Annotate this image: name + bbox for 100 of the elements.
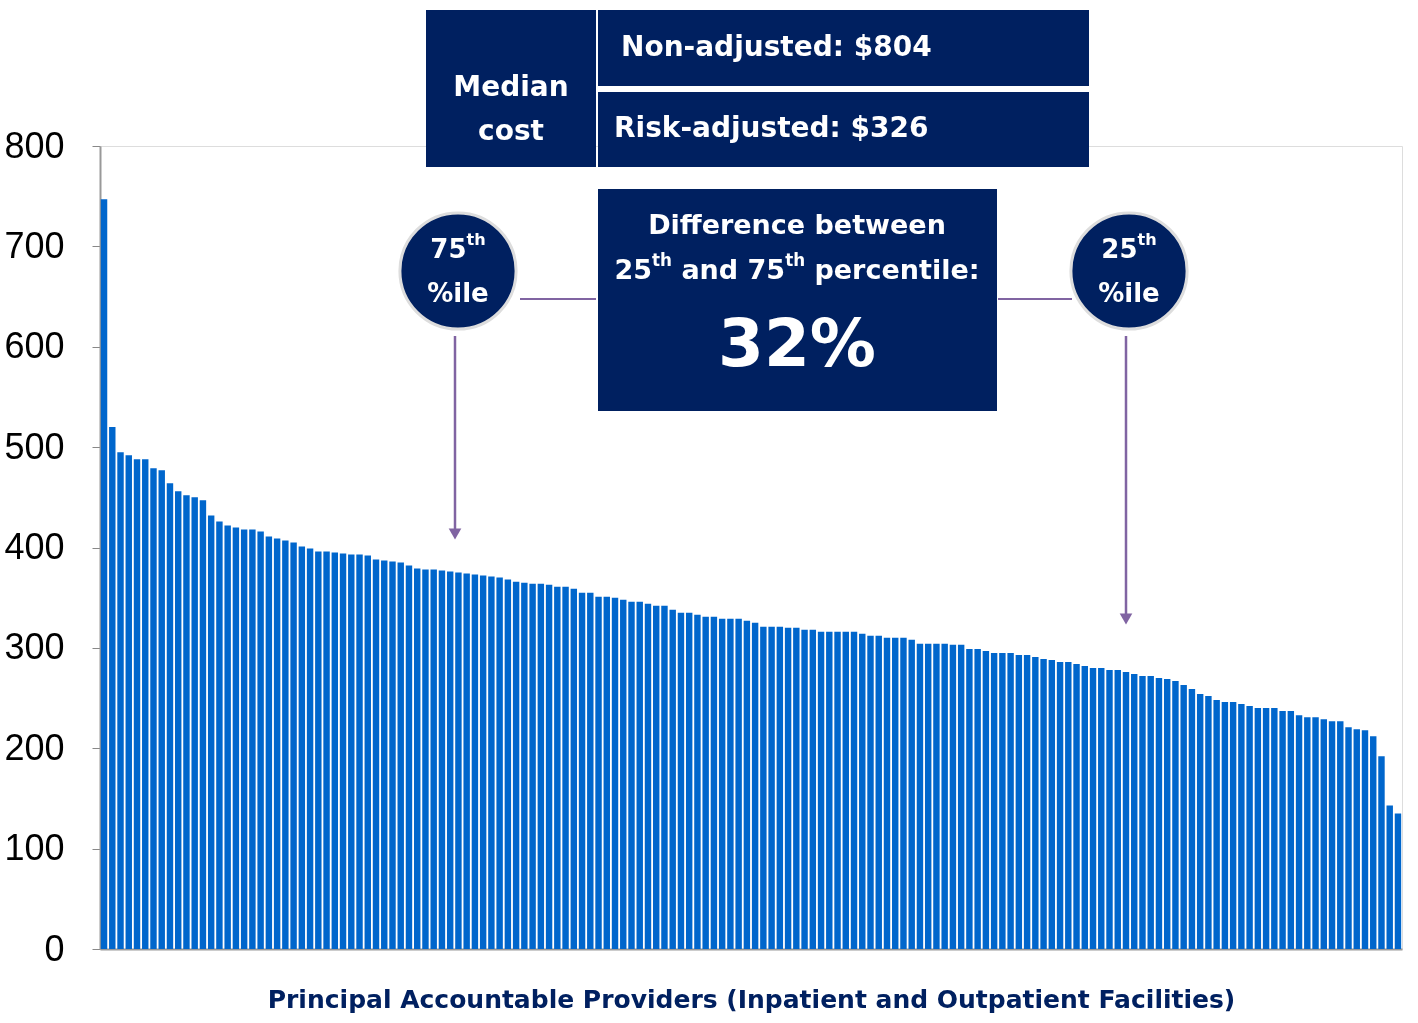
bar xyxy=(570,588,578,949)
bar xyxy=(1163,678,1171,949)
bar xyxy=(1229,702,1237,949)
bar xyxy=(100,199,108,949)
text: Non-adjusted: $804 xyxy=(621,30,932,63)
y-tick-label: 700 xyxy=(4,224,65,266)
bar xyxy=(718,618,726,949)
bar xyxy=(109,427,116,949)
bar xyxy=(512,581,520,949)
bar xyxy=(414,568,421,949)
bar xyxy=(1295,715,1303,949)
bar xyxy=(207,515,215,949)
bar xyxy=(949,644,957,949)
bar xyxy=(710,616,718,949)
bar xyxy=(1015,654,1023,949)
bar xyxy=(199,500,207,949)
bar xyxy=(405,565,413,949)
bar xyxy=(1089,667,1097,949)
bar xyxy=(232,527,240,949)
bar xyxy=(471,574,479,949)
bar xyxy=(743,620,751,949)
bar xyxy=(1370,736,1377,949)
bar xyxy=(784,627,792,949)
bar xyxy=(1081,665,1088,949)
bar xyxy=(372,559,380,949)
bar xyxy=(892,637,899,949)
bar xyxy=(677,612,685,949)
bar xyxy=(133,459,141,949)
bar xyxy=(438,570,446,949)
bar xyxy=(339,553,347,949)
bar xyxy=(809,629,817,949)
bar xyxy=(1122,671,1130,949)
bar xyxy=(644,603,652,949)
bar xyxy=(1361,730,1369,949)
bar xyxy=(1394,813,1402,949)
x-axis-title: Principal Accountable Providers (Inpatient and Outpatient Facilities) xyxy=(267,984,1236,1014)
bar xyxy=(1106,669,1113,949)
bar xyxy=(1353,729,1360,949)
bar xyxy=(636,601,643,949)
bar xyxy=(1114,669,1121,949)
bar xyxy=(1139,675,1146,949)
bar xyxy=(306,548,314,949)
bar xyxy=(1254,708,1262,949)
bar xyxy=(1131,673,1138,949)
bar xyxy=(273,538,281,949)
bar xyxy=(175,491,182,949)
bar xyxy=(883,637,891,949)
bar xyxy=(916,643,924,949)
bar xyxy=(1048,659,1056,949)
bar xyxy=(1320,719,1327,949)
bar xyxy=(381,560,388,949)
bar xyxy=(1188,689,1196,949)
bar xyxy=(150,468,157,949)
bar xyxy=(982,650,990,949)
bar xyxy=(1155,677,1163,949)
bar xyxy=(990,652,998,949)
bar xyxy=(389,561,396,949)
text: Risk-adjusted: $326 xyxy=(614,111,929,144)
y-tick-label: 200 xyxy=(4,726,65,768)
annotation: Median cost xyxy=(453,70,569,147)
bar xyxy=(479,575,487,949)
bar xyxy=(751,622,759,949)
y-tick-label: 100 xyxy=(4,827,65,869)
bar xyxy=(1287,711,1295,949)
bar xyxy=(776,626,784,949)
bar xyxy=(142,459,149,949)
bar xyxy=(1098,667,1105,949)
bar xyxy=(924,643,932,949)
annotation: 32% xyxy=(718,305,876,382)
bar xyxy=(611,597,619,949)
bar xyxy=(117,452,124,949)
bar xyxy=(875,635,882,949)
y-tick-label: 400 xyxy=(4,526,65,567)
bar xyxy=(603,596,610,949)
bar xyxy=(240,529,248,949)
y-tick-label: 300 xyxy=(4,626,65,668)
bar xyxy=(1378,756,1385,949)
bar xyxy=(1328,721,1336,949)
bar xyxy=(1262,708,1270,949)
bar xyxy=(817,631,825,949)
bar xyxy=(158,470,165,949)
bar xyxy=(397,562,404,949)
bar xyxy=(446,571,454,949)
bar xyxy=(842,631,849,949)
bar xyxy=(1196,694,1204,949)
bar xyxy=(1337,721,1344,949)
bar xyxy=(348,554,355,949)
bar xyxy=(356,554,363,949)
bar xyxy=(1147,675,1154,949)
bar xyxy=(265,536,273,949)
bar xyxy=(867,635,874,949)
bar xyxy=(859,633,866,949)
y-tick-label: 600 xyxy=(4,325,65,367)
y-tick-label: 800 xyxy=(4,124,65,166)
bar xyxy=(364,555,371,949)
bar xyxy=(620,599,627,949)
y-tick-label: 500 xyxy=(4,425,65,467)
bar xyxy=(628,601,635,949)
bar xyxy=(537,583,545,949)
bar xyxy=(1056,661,1064,949)
